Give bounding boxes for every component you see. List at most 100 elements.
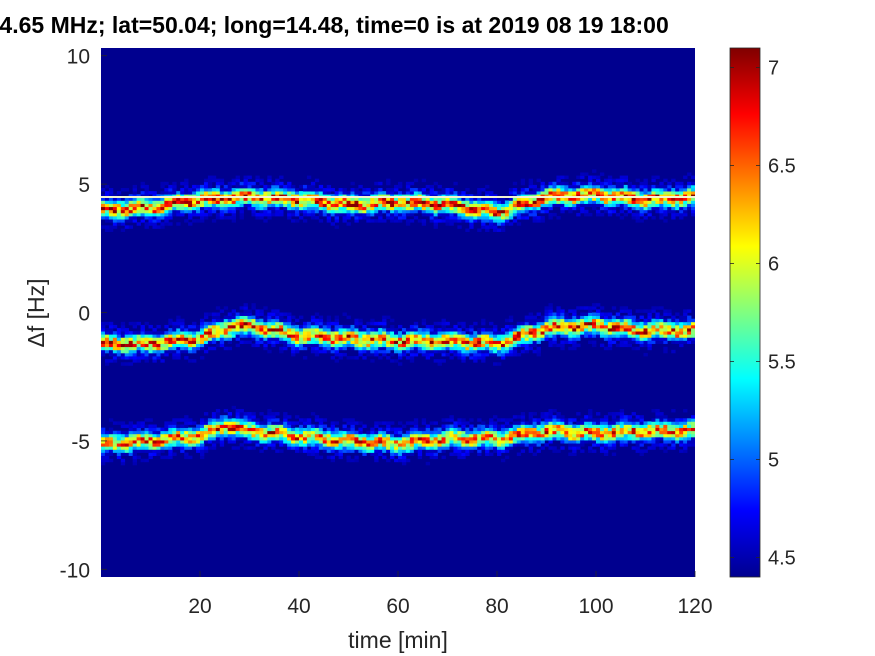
heatmap-cell [382, 209, 387, 214]
heatmap-cell [215, 433, 221, 438]
heatmap-cell [124, 452, 130, 456]
heatmap-cell [318, 200, 324, 204]
heatmap-cell [659, 328, 664, 332]
heatmap-cell [302, 200, 308, 204]
heatmap-cell [441, 427, 446, 432]
heatmap-cell [540, 337, 545, 341]
heatmap-cell [255, 200, 260, 204]
heatmap-cell [255, 178, 260, 183]
heatmap-cell [481, 328, 486, 332]
heatmap-cell [223, 203, 229, 208]
heatmap-cell [350, 188, 355, 192]
heatmap-cell [104, 433, 110, 438]
heatmap-cell [584, 212, 589, 217]
heatmap-cell [477, 343, 482, 348]
heatmap-cell [124, 212, 130, 217]
heatmap-cell [421, 421, 427, 425]
heatmap-cell [322, 440, 328, 444]
heatmap-cell [259, 424, 264, 428]
heatmap-cell [596, 427, 601, 432]
heatmap-cell [382, 443, 387, 447]
heatmap-cell [560, 436, 565, 441]
heatmap-cell [485, 212, 490, 217]
heatmap-cell [485, 424, 490, 428]
heatmap-cell [433, 443, 438, 447]
heatmap-cell [394, 334, 399, 338]
heatmap-cell [334, 446, 339, 450]
heatmap-cell [160, 430, 165, 435]
heatmap-cell [101, 458, 106, 463]
heatmap-cell [267, 212, 272, 217]
heatmap-cell [394, 446, 399, 450]
heatmap-cell [588, 191, 593, 195]
heatmap-cell [584, 318, 589, 323]
heatmap-cell [485, 216, 490, 220]
heatmap-cell [374, 334, 379, 338]
heatmap-cell [398, 346, 403, 351]
heatmap-cell [215, 312, 221, 316]
heatmap-cell [350, 346, 355, 351]
heatmap-cell [259, 433, 264, 438]
heatmap-cell [302, 212, 308, 217]
heatmap-cell [318, 206, 324, 211]
heatmap-cell [203, 337, 209, 341]
heatmap-cell [295, 430, 300, 435]
heatmap-cell [275, 191, 280, 195]
heatmap-cell [366, 440, 371, 444]
heatmap-cell [144, 209, 149, 214]
heatmap-cell [275, 212, 280, 217]
heatmap-cell [520, 181, 526, 186]
heatmap-cell [441, 219, 446, 223]
heatmap-cell [552, 418, 557, 422]
heatmap-cell [655, 209, 660, 214]
heatmap-cell [207, 440, 213, 444]
heatmap-cell [247, 421, 252, 425]
heatmap-cell [449, 219, 454, 223]
heatmap-cell [192, 212, 197, 217]
heatmap-cell [152, 212, 157, 217]
heatmap-cell [152, 340, 157, 344]
heatmap-cell [203, 424, 209, 428]
heatmap-cell [639, 440, 644, 444]
heatmap-cell [239, 443, 244, 447]
heatmap-cell [112, 430, 118, 435]
heatmap-cell [358, 346, 363, 351]
heatmap-cell [516, 334, 522, 338]
heatmap-cell [394, 212, 399, 217]
heatmap-cell [592, 197, 597, 201]
heatmap-cell [552, 449, 557, 453]
heatmap-cell [108, 321, 114, 326]
heatmap-cell [603, 315, 609, 320]
heatmap-cell [164, 346, 169, 351]
heatmap-cell [524, 340, 530, 344]
heatmap-cell [493, 443, 498, 447]
heatmap-cell [592, 331, 597, 335]
heatmap-cell [504, 424, 510, 428]
heatmap-cell [148, 334, 153, 338]
heatmap-cell [219, 206, 225, 211]
heatmap-cell [334, 197, 339, 201]
heatmap-cell [429, 219, 434, 223]
heatmap-cell [425, 334, 431, 338]
heatmap-cell [140, 440, 145, 444]
heatmap-cell [164, 216, 169, 220]
heatmap-cell [160, 216, 165, 220]
heatmap-cell [299, 184, 304, 189]
heatmap-cell [536, 328, 541, 332]
heatmap-cell [275, 331, 280, 335]
heatmap-cell [493, 362, 498, 366]
heatmap-cell [592, 303, 597, 307]
heatmap-cell [552, 188, 557, 192]
heatmap-cell [132, 458, 137, 463]
heatmap-cell [465, 436, 470, 441]
heatmap-cell [227, 418, 233, 422]
heatmap-cell [457, 334, 462, 338]
heatmap-cell [188, 346, 193, 351]
heatmap-cell [283, 324, 288, 329]
heatmap-cell [473, 216, 478, 220]
heatmap-cell [326, 334, 332, 338]
heatmap-cell [243, 321, 248, 326]
heatmap-cell [588, 203, 593, 208]
heatmap-cell [627, 321, 632, 326]
heatmap-cell [346, 212, 351, 217]
